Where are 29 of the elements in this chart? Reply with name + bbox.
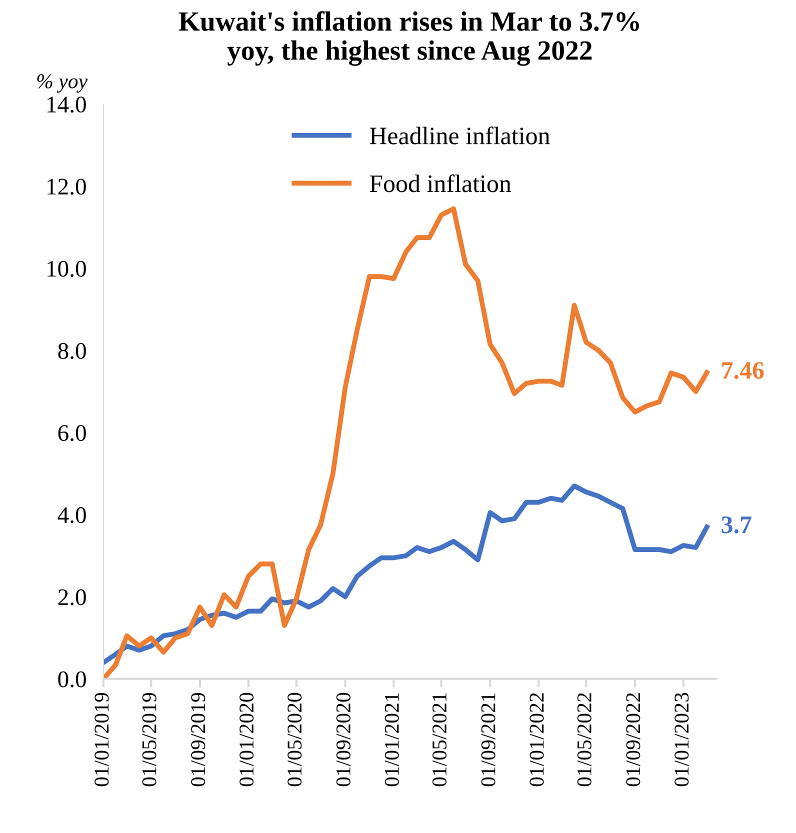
x-tick-label: 01/05/2022 (577, 693, 592, 786)
line-series (103, 484, 710, 665)
y-tick-label: 4.0 (58, 507, 86, 524)
y-tick-label: 0.0 (58, 671, 86, 688)
x-tick-label: 01/09/2019 (191, 692, 206, 786)
annotation: 3.7 (722, 516, 752, 534)
y-tick-label: 10.0 (48, 260, 86, 277)
x-tick-label: 01/01/2020 (240, 692, 254, 786)
x-tick-label: 01/01/2022 (530, 693, 544, 786)
x-tick-label: 01/01/2023 (674, 692, 689, 786)
x-tick-label: 01/09/2022 (626, 693, 640, 786)
x-tick-label: 01/01/2019 (94, 692, 109, 786)
x-tick-label: 01/05/2019 (142, 692, 156, 786)
y-axis-title: % yoy (37, 74, 88, 93)
y-tick-label: 8.0 (58, 342, 86, 359)
x-tick-label: 01/09/2020 (336, 692, 350, 786)
y-tick-label: 2.0 (58, 589, 86, 606)
chart-title: Kuwait's inflation rises in Mar to 3.7% yoy, the highest since Aug 2022 (178, 11, 639, 66)
legend-label: Food inflation (370, 174, 512, 192)
x-tick-label: 01/05/2021 (432, 693, 447, 786)
annotation: 7.46 (722, 362, 764, 379)
y-tick-label: 6.0 (58, 425, 86, 442)
x-tick-label: 01/01/2021 (384, 693, 399, 786)
legend-label: Headline inflation (370, 126, 550, 144)
x-tick-label: 01/09/2021 (481, 693, 496, 786)
line-series (103, 206, 710, 679)
y-tick-label: 14.0 (48, 96, 86, 113)
x-tick-label: 01/05/2020 (288, 692, 302, 786)
y-tick-label: 12.0 (48, 178, 86, 195)
